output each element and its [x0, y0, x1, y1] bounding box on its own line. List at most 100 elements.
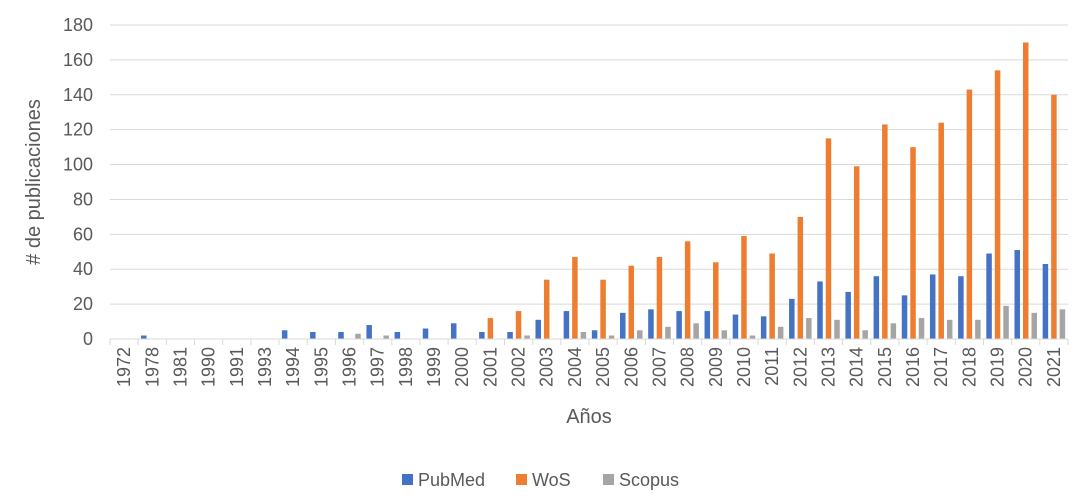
bar-scopus-2016	[918, 318, 925, 339]
bar-scopus-2011	[777, 326, 784, 339]
bar-wos-2015	[882, 124, 888, 339]
bar-scopus-2004	[580, 332, 587, 339]
bar-pubmed-2004	[563, 311, 570, 339]
bar-wos-2004	[572, 257, 578, 339]
x-axis-ticks: 1972 1978 1981 1990 1991 1993 1994 1995 1996 1997…	[109, 339, 1069, 387]
bar-scopus-2020	[1031, 312, 1037, 339]
x-tick-label: 1998	[396, 347, 416, 387]
bar-pubmed-1997	[366, 325, 372, 339]
legend-label-scopus: Scopus	[619, 470, 679, 490]
y-tick-label: 100	[63, 155, 93, 175]
y-tick-label: 140	[63, 85, 93, 105]
legend-label-wos: WoS	[532, 470, 571, 490]
bar-pubmed-2003	[535, 319, 541, 339]
y-tick-label: 160	[63, 50, 93, 70]
x-tick-label: 1996	[340, 347, 360, 387]
x-tick-label: 2001	[480, 347, 500, 387]
gridlines	[110, 24, 1068, 305]
x-tick-label: 1997	[368, 347, 388, 387]
x-tick-label: 2009	[706, 347, 726, 387]
bar-pubmed-1996	[338, 332, 344, 339]
bar-pubmed-1994	[281, 330, 288, 339]
bar-pubmed-2018	[958, 276, 964, 339]
x-tick-label: 1990	[199, 347, 219, 387]
x-tick-label: 2018	[959, 347, 979, 387]
bar-pubmed-2021	[1042, 263, 1049, 339]
bars-group	[141, 42, 1066, 340]
bar-pubmed-1999	[422, 328, 429, 339]
bar-scopus-2005	[608, 335, 615, 339]
bar-pubmed-1998	[394, 332, 401, 339]
bar-pubmed-2017	[929, 274, 936, 339]
y-tick-label: 180	[63, 15, 93, 35]
x-tick-label: 2011	[762, 347, 782, 386]
y-tick-label: 20	[73, 294, 93, 314]
bar-pubmed-2008	[676, 311, 682, 339]
bar-scopus-2010	[749, 335, 756, 339]
bar-wos-2016	[910, 147, 916, 339]
x-tick-label: 2015	[875, 347, 895, 387]
y-tick-label: 120	[63, 120, 93, 140]
bar-pubmed-2014	[845, 291, 851, 339]
x-tick-label: 2019	[988, 347, 1008, 387]
bar-pubmed-2013	[817, 281, 823, 339]
bar-scopus-2006	[637, 330, 643, 339]
x-tick-label: 2013	[819, 347, 839, 387]
bar-wos-2014	[853, 166, 860, 339]
x-tick-label: 2017	[931, 347, 951, 387]
legend-swatch-pubmed	[402, 474, 413, 485]
bar-wos-2011	[769, 253, 775, 339]
bar-pubmed-2009	[704, 311, 711, 339]
bar-scopus-2012	[806, 318, 812, 339]
x-tick-label: 2010	[734, 347, 754, 387]
bar-wos-2001	[487, 318, 494, 339]
bar-scopus-2009	[721, 330, 728, 339]
bar-scopus-2014	[862, 330, 868, 339]
x-tick-label: 2007	[649, 347, 669, 387]
bar-scopus-1996	[355, 333, 361, 339]
bar-wos-2002	[515, 311, 522, 339]
bar-scopus-2019	[1003, 305, 1009, 339]
x-tick-label: 2005	[593, 347, 613, 387]
bar-scopus-2018	[975, 319, 981, 339]
x-tick-label: 2014	[847, 347, 867, 387]
bar-pubmed-2016	[901, 295, 908, 339]
bar-wos-2008	[684, 241, 691, 339]
x-tick-label: 2004	[565, 347, 585, 387]
x-tick-label: 1978	[142, 347, 162, 387]
bar-pubmed-2019	[986, 253, 992, 339]
bar-scopus-2008	[693, 323, 699, 339]
y-tick-label: 60	[73, 224, 93, 244]
bar-pubmed-2001	[479, 332, 485, 339]
legend-swatch-scopus	[603, 474, 614, 485]
bar-wos-2013	[825, 138, 832, 339]
legend-swatch-wos	[516, 474, 527, 485]
legend: PubMed WoS Scopus	[402, 470, 679, 490]
bar-pubmed-1978	[141, 335, 147, 339]
bar-pubmed-2010	[732, 314, 739, 339]
x-tick-label: 2000	[452, 347, 472, 387]
x-tick-label: 1991	[227, 347, 247, 387]
bar-pubmed-1995	[310, 332, 316, 339]
bar-scopus-1997	[383, 335, 389, 339]
bar-scopus-2021	[1059, 309, 1066, 339]
bar-wos-2006	[628, 265, 635, 339]
bar-wos-2020	[1022, 42, 1029, 339]
bar-wos-2018	[966, 89, 973, 340]
x-tick-label: 2003	[537, 347, 557, 387]
bar-scopus-2002	[524, 335, 530, 339]
x-tick-label: 1981	[170, 347, 190, 387]
bar-wos-2003	[543, 279, 550, 339]
x-tick-label: 1995	[311, 347, 331, 387]
legend-label-pubmed: PubMed	[418, 470, 485, 490]
bar-scopus-2017	[946, 319, 953, 339]
bar-pubmed-2011	[760, 316, 767, 339]
bar-pubmed-2007	[648, 309, 654, 339]
y-tick-label: 40	[73, 259, 93, 279]
x-tick-label: 2021	[1044, 347, 1064, 387]
bar-pubmed-2000	[450, 323, 457, 339]
bar-pubmed-2005	[591, 330, 598, 339]
bar-wos-2012	[797, 216, 804, 339]
